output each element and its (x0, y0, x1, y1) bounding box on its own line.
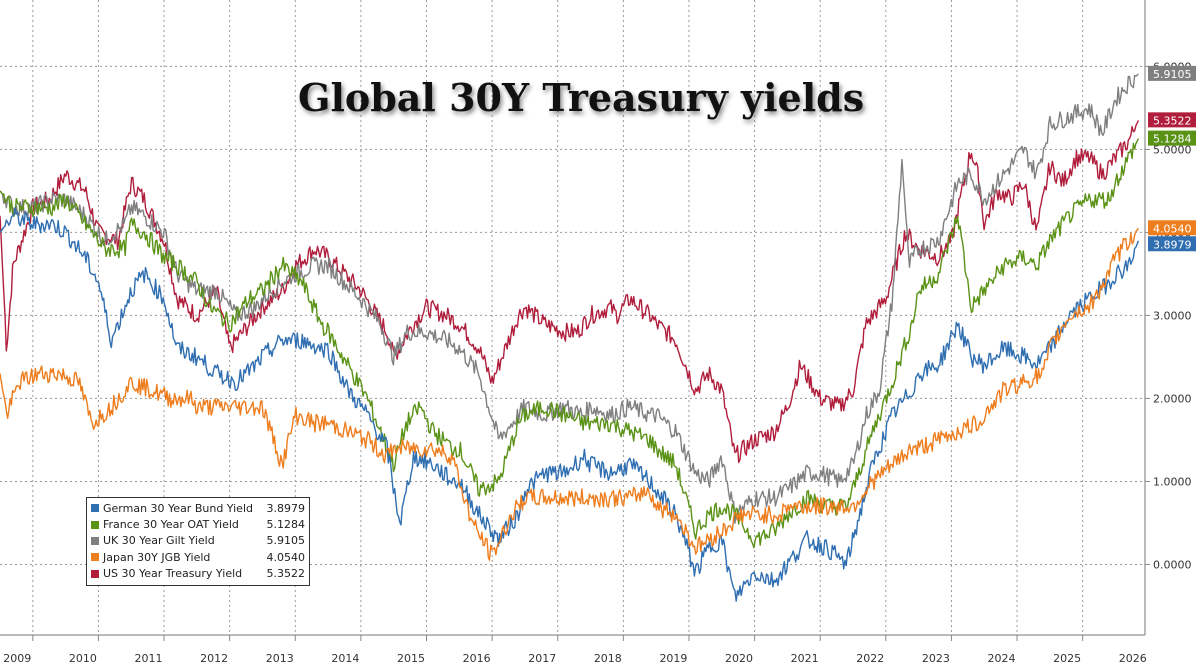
y-tick-label: 1.0000 (1153, 475, 1192, 488)
legend-series-value: 5.1284 (266, 518, 306, 532)
legend-swatch (91, 520, 99, 529)
legend-swatch (91, 536, 99, 545)
last-value-label: 5.9105 (1153, 68, 1192, 81)
legend-series-value: 4.0540 (266, 550, 306, 564)
series-line (0, 73, 1139, 524)
legend-series-value: 3.8979 (266, 501, 306, 515)
last-value-box (1148, 65, 1196, 81)
x-tick-label: 2017 (528, 652, 556, 665)
y-tick-label: 0.0000 (1153, 558, 1192, 571)
x-tick-label: 2012 (200, 652, 228, 665)
series-line (0, 207, 1140, 602)
legend-item: France 30 Year OAT Yield 5.1284 (91, 516, 305, 532)
y-tick-label: 5.0000 (1153, 143, 1192, 156)
legend-series-value: 5.9105 (266, 534, 306, 548)
legend-swatch (91, 504, 99, 513)
last-value-labels: 5.9105 5.3522 5.1284 4.0540 3.8979 (1148, 65, 1196, 252)
x-tick-label: 2011 (135, 652, 163, 665)
x-tick-label: 2020 (725, 652, 753, 665)
x-tick-label: 2019 (659, 652, 687, 665)
legend-item: UK 30 Year Gilt Yield 5.9105 (91, 533, 305, 549)
last-value-label: 5.3522 (1153, 114, 1192, 127)
last-value-box (1148, 130, 1196, 146)
last-value-label: 5.1284 (1153, 133, 1192, 146)
x-tick-label: 2009 (3, 652, 31, 665)
legend: German 30 Year Bund Yield 3.8979 France 30… (86, 497, 310, 586)
last-value-label: 4.0540 (1153, 222, 1192, 235)
legend-series-name: Japan 30Y JGB Yield (103, 550, 211, 564)
legend-item: US 30 Year Treasury Yield 5.3522 (91, 566, 305, 582)
series-line (0, 120, 1140, 464)
series-line (0, 227, 1139, 561)
x-tick-label: 2021 (791, 652, 819, 665)
x-tick-label: 2026 (1119, 652, 1147, 665)
legend-series-name: US 30 Year Treasury Yield (103, 567, 243, 581)
x-tick-label: 2010 (69, 652, 97, 665)
x-tick-label: 2022 (856, 652, 884, 665)
x-tick-label: 2013 (266, 652, 294, 665)
series-lines (0, 73, 1140, 602)
legend-swatch (91, 553, 99, 562)
legend-series-name: France 30 Year OAT Yield (103, 518, 239, 532)
legend-series-value: 5.3522 (266, 567, 306, 581)
last-value-box (1148, 236, 1196, 252)
y-tick-label: 3.0000 (1153, 309, 1192, 322)
last-value-box (1148, 112, 1196, 128)
last-value-label: 3.8979 (1153, 238, 1192, 251)
series-line (0, 138, 1140, 549)
x-tick-label: 2018 (594, 652, 622, 665)
x-tick-label: 2015 (397, 652, 425, 665)
legend-item: Japan 30Y JGB Yield 4.0540 (91, 549, 305, 565)
legend-item: German 30 Year Bund Yield 3.8979 (91, 500, 305, 516)
x-tick-label: 2023 (922, 652, 950, 665)
x-tick-label: 2025 (1053, 652, 1081, 665)
x-tick-label: 2024 (988, 652, 1016, 665)
last-value-box (1148, 220, 1196, 236)
legend-swatch (91, 569, 99, 578)
legend-series-name: German 30 Year Bund Yield (103, 501, 253, 515)
chart-title: Global 30Y Treasury yields (298, 75, 865, 120)
x-tick-label: 2014 (331, 652, 359, 665)
x-tick-label: 2016 (463, 652, 491, 665)
legend-series-name: UK 30 Year Gilt Yield (103, 534, 215, 548)
y-tick-label: 2.0000 (1153, 392, 1192, 405)
